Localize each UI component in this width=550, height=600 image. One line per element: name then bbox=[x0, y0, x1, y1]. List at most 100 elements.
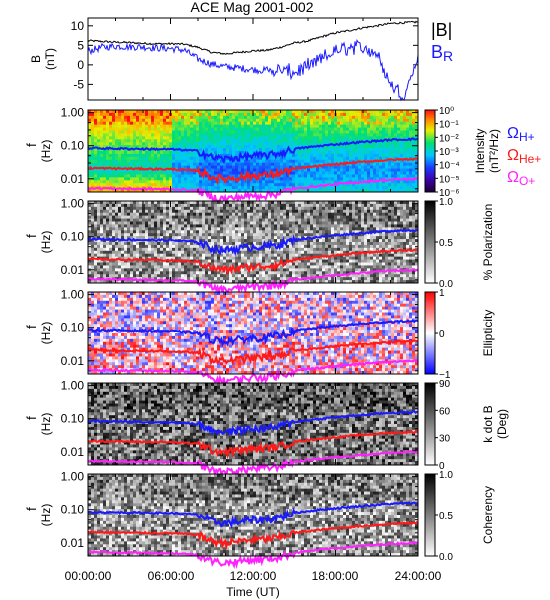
spectrogram-cell bbox=[139, 256, 143, 260]
spectrogram-cell bbox=[220, 151, 224, 155]
spectrogram-cell bbox=[220, 230, 224, 234]
spectrogram-cell bbox=[355, 189, 359, 193]
spectrogram-cell bbox=[244, 112, 248, 117]
spectrogram-cell bbox=[172, 118, 176, 123]
spectrogram-cell bbox=[280, 201, 284, 205]
spectrogram-cell bbox=[199, 151, 203, 155]
spectrogram-cell bbox=[154, 256, 158, 260]
spectrogram-cell bbox=[322, 142, 326, 146]
spectrogram-cell bbox=[202, 183, 206, 187]
spectrogram-cell bbox=[136, 230, 140, 234]
spectrogram-cell bbox=[334, 136, 338, 140]
spectrogram-cell bbox=[337, 139, 341, 143]
spectrogram-cell bbox=[130, 250, 134, 255]
spectrogram-cell bbox=[373, 177, 377, 181]
spectrogram-cell bbox=[247, 206, 251, 211]
spectrogram-cell bbox=[184, 244, 188, 249]
spectrogram-cell bbox=[94, 271, 98, 275]
spectrogram-cell bbox=[166, 256, 170, 260]
spectrogram-cell bbox=[241, 159, 245, 164]
spectrogram-cell bbox=[391, 186, 395, 190]
spectrogram-cell bbox=[115, 186, 119, 190]
spectrogram-cell bbox=[391, 142, 395, 146]
spectrogram-cell bbox=[301, 124, 305, 128]
spectrogram-cell bbox=[175, 112, 179, 117]
spectrogram-cell bbox=[154, 274, 158, 278]
spectrogram-cell bbox=[94, 121, 98, 126]
spectrogram-cell bbox=[157, 253, 161, 258]
spectrogram-cell bbox=[226, 218, 230, 222]
spectrogram-cell bbox=[256, 186, 260, 190]
spectrogram-cell bbox=[214, 265, 218, 269]
spectrogram-cell bbox=[169, 133, 173, 137]
spectrogram-cell bbox=[364, 133, 368, 137]
spectrogram-cell bbox=[391, 145, 395, 149]
spectrogram-cell bbox=[190, 244, 194, 249]
spectrogram-cell bbox=[160, 224, 164, 228]
spectrogram-cell bbox=[163, 256, 167, 260]
spectrogram-cell bbox=[316, 151, 320, 155]
spectrogram-cell bbox=[316, 156, 320, 161]
spectrogram-cell bbox=[187, 268, 191, 272]
spectrogram-cell bbox=[91, 206, 95, 211]
colorbar-tick-label: 10⁻³ bbox=[439, 147, 459, 158]
spectrogram-cell bbox=[238, 206, 242, 211]
spectrogram-cell bbox=[259, 115, 263, 120]
spectrogram-cell bbox=[145, 112, 149, 117]
spectrogram-cell bbox=[190, 247, 194, 252]
spectrogram-cell bbox=[163, 142, 167, 146]
spectrogram-cell bbox=[154, 133, 158, 137]
spectrogram-cell bbox=[319, 136, 323, 140]
spectrogram-cell bbox=[205, 271, 209, 275]
spectrogram-cell bbox=[127, 151, 131, 155]
spectrogram-cell bbox=[355, 130, 359, 134]
spectrogram-cell bbox=[106, 280, 110, 284]
spectrogram-cell bbox=[214, 277, 218, 281]
spectrogram-cell bbox=[292, 142, 296, 146]
spectrogram-cell bbox=[196, 124, 200, 128]
spectrogram-cell bbox=[415, 168, 419, 172]
spectrogram-cell bbox=[112, 180, 116, 184]
spectrogram-cell bbox=[109, 112, 113, 117]
spectrogram-cell bbox=[166, 153, 170, 158]
spectrogram-cell bbox=[253, 218, 257, 222]
spectrogram-cell bbox=[361, 171, 365, 175]
spectrogram-cell bbox=[91, 151, 95, 155]
spectrogram-cell bbox=[157, 139, 161, 143]
spectrogram-cell bbox=[109, 189, 113, 193]
spectrogram-cell bbox=[106, 206, 110, 211]
spectrogram-cell bbox=[112, 212, 116, 217]
spectrogram-cell bbox=[157, 218, 161, 222]
spectrogram-cell bbox=[385, 142, 389, 146]
spectrogram-cell bbox=[307, 174, 311, 178]
spectrogram-cell bbox=[388, 153, 392, 158]
spectrogram-cell bbox=[106, 247, 110, 252]
spectrogram-cell bbox=[235, 162, 239, 167]
spectrogram-cell bbox=[211, 186, 215, 190]
spectrogram-cell bbox=[205, 253, 209, 258]
spectrogram-cell bbox=[316, 136, 320, 140]
spectrogram-cell bbox=[97, 112, 101, 117]
spectrogram-cell bbox=[115, 153, 119, 158]
spectrogram-cell bbox=[175, 274, 179, 278]
spectrogram-cell bbox=[187, 171, 191, 175]
spectrogram-cell bbox=[157, 227, 161, 231]
spectrogram-cell bbox=[112, 142, 116, 146]
spectrogram-cell bbox=[385, 177, 389, 181]
spectrogram-cell bbox=[316, 148, 320, 152]
spectrogram-cell bbox=[175, 221, 179, 225]
spectrogram-cell bbox=[295, 180, 299, 184]
spectrogram-cell bbox=[202, 221, 206, 225]
spectrogram-cell bbox=[196, 156, 200, 161]
spectrogram-cell bbox=[208, 209, 212, 214]
spectrogram-cell bbox=[394, 165, 398, 169]
spectrogram-cell bbox=[133, 168, 137, 172]
spectrogram-cell bbox=[409, 127, 413, 131]
spectrogram-cell bbox=[187, 262, 191, 266]
spectrogram-cell bbox=[163, 218, 167, 222]
spectrogram-cell bbox=[106, 168, 110, 172]
spectrogram-cell bbox=[91, 233, 95, 237]
spectrogram-cell bbox=[412, 142, 416, 146]
spectrogram-cell bbox=[238, 189, 242, 193]
spectrogram-cell bbox=[154, 142, 158, 146]
